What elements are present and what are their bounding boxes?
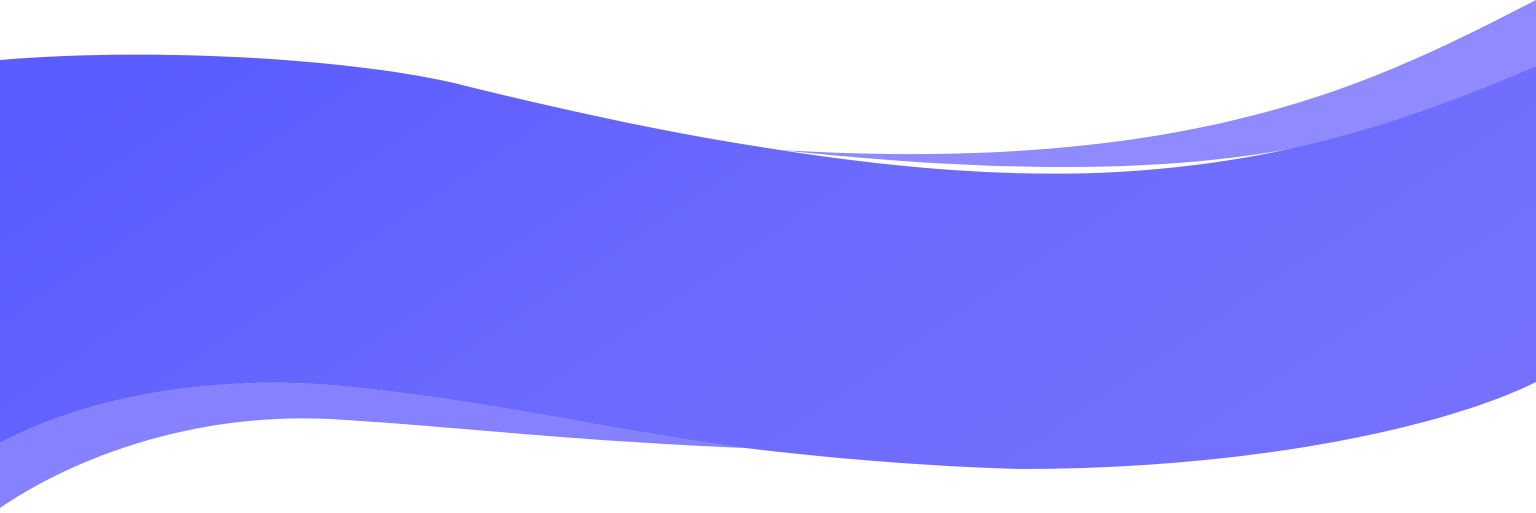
bottom-accent-wave: [0, 382, 745, 508]
top-accent-wave: [780, 0, 1536, 168]
main-wave-band: [0, 54, 1536, 470]
